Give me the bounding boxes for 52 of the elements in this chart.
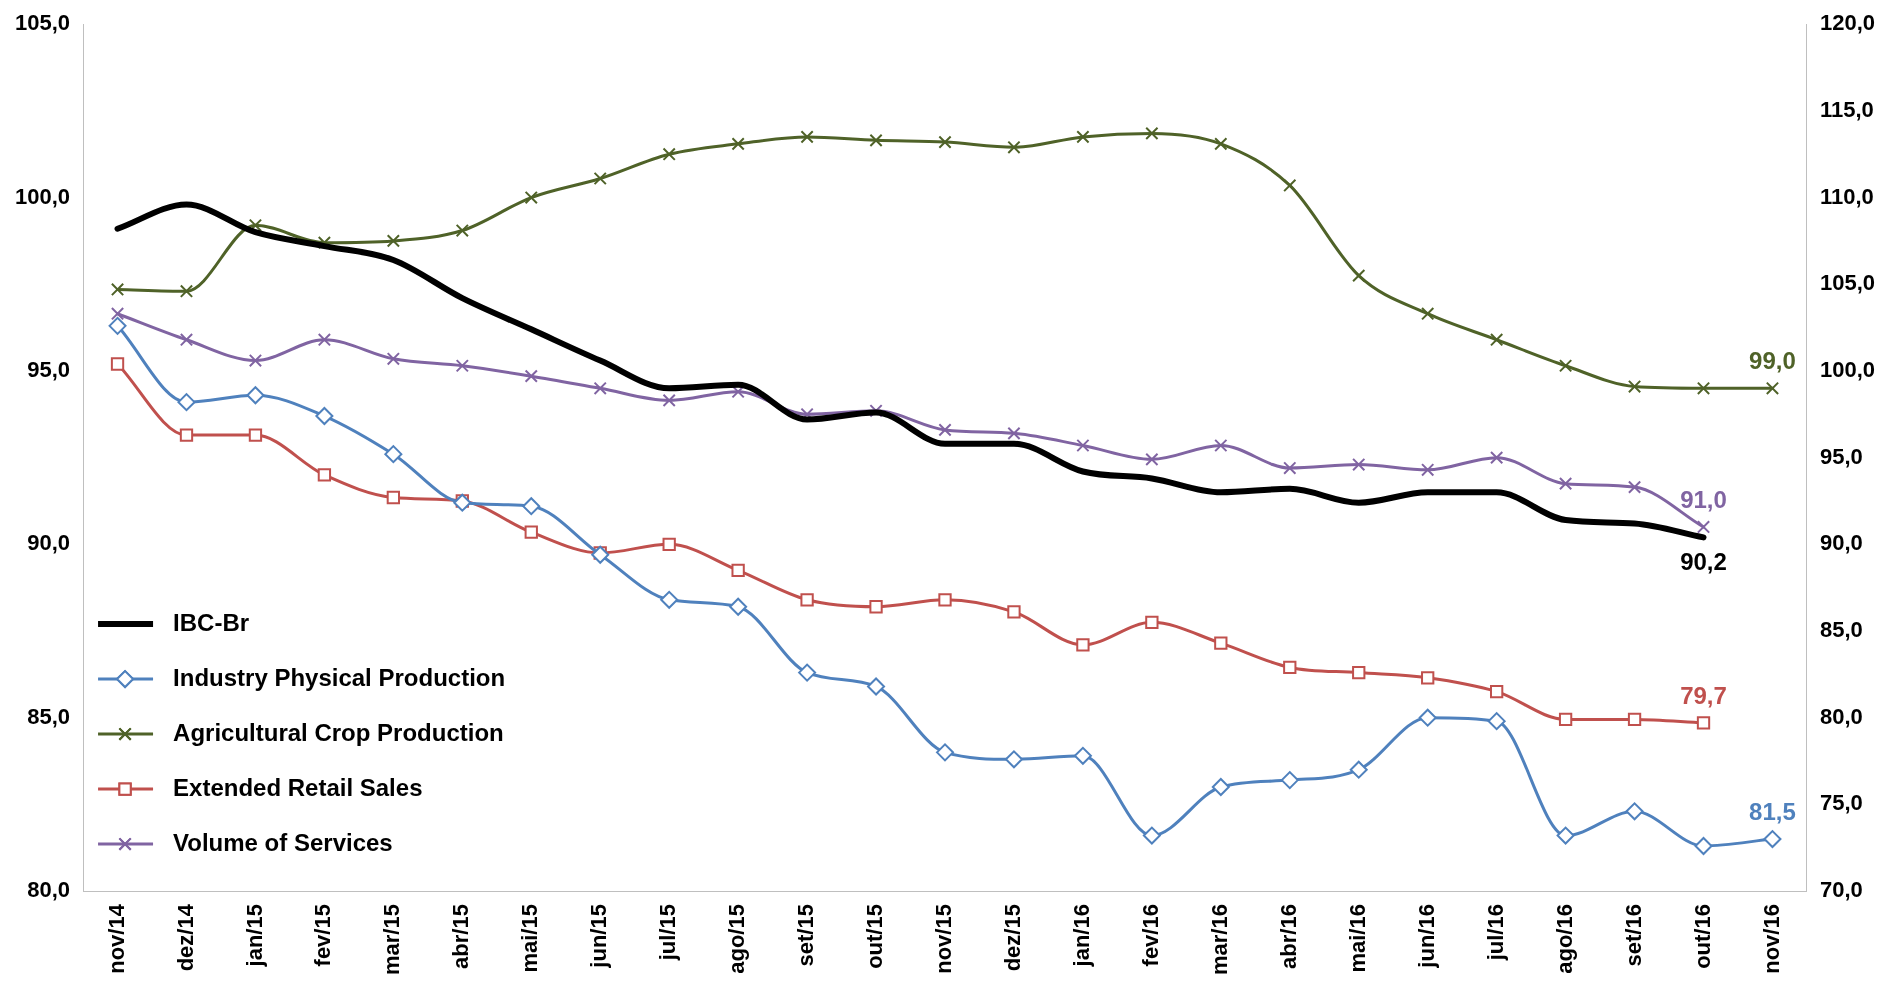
x-tick-label: ago/16 (1551, 904, 1577, 974)
y-tick-label: 105,0 (14, 10, 71, 36)
x-tick-label: fev/16 (1137, 904, 1163, 967)
y2-tick-label: 75,0 (1819, 790, 1863, 816)
x-tick-label: fev/15 (310, 904, 336, 967)
y2-tick-label: 80,0 (1819, 703, 1863, 729)
x-tick-label: nov/16 (1758, 904, 1784, 974)
y2-tick-label: 90,0 (1819, 530, 1863, 556)
data-label: 90,2 (1680, 548, 1727, 576)
y-tick-label: 80,0 (27, 877, 71, 903)
x-tick-label: out/15 (862, 904, 888, 969)
data-label: 81,5 (1749, 797, 1796, 825)
x-tick-label: jan/15 (241, 904, 267, 968)
x-tick-label: mar/16 (1206, 904, 1232, 976)
x-tick-label: abr/16 (1275, 904, 1301, 969)
y-tick-label: 85,0 (27, 703, 71, 729)
x-tick-label: set/15 (793, 904, 819, 967)
data-label: 99,0 (1749, 346, 1796, 374)
y2-tick-label: 115,0 (1819, 96, 1874, 122)
data-label: 79,7 (1680, 681, 1727, 709)
x-tick-label: jul/15 (655, 904, 681, 962)
legend-label: Volume of Services (173, 828, 393, 856)
x-tick-label: mai/15 (517, 904, 543, 973)
legend-label: Agricultural Crop Production (173, 718, 504, 746)
data-label: 91,0 (1680, 485, 1727, 513)
x-tick-label: jan/16 (1068, 904, 1094, 968)
x-tick-label: nov/14 (103, 903, 129, 974)
y2-tick-label: 70,0 (1819, 877, 1863, 903)
y-tick-label: 90,0 (27, 530, 71, 556)
y2-tick-label: 95,0 (1819, 443, 1863, 469)
y2-tick-label: 105,0 (1819, 270, 1876, 296)
x-tick-label: dez/15 (1000, 904, 1026, 972)
x-tick-label: jul/16 (1482, 904, 1508, 962)
x-tick-label: ago/15 (724, 904, 750, 974)
x-tick-label: dez/14 (172, 903, 198, 972)
y-tick-label: 95,0 (27, 357, 71, 383)
y2-tick-label: 110,0 (1819, 183, 1874, 209)
y2-tick-label: 85,0 (1819, 617, 1863, 643)
legend-label: Extended Retail Sales (173, 773, 423, 801)
x-tick-label: jun/16 (1413, 904, 1439, 969)
legend-label: IBC-Br (173, 608, 250, 636)
x-tick-label: set/16 (1620, 904, 1646, 967)
x-tick-label: mai/16 (1344, 904, 1370, 973)
legend-label: Industry Physical Production (173, 663, 506, 691)
y2-tick-label: 100,0 (1819, 357, 1876, 383)
x-tick-label: nov/15 (931, 904, 957, 974)
x-tick-label: mar/15 (379, 904, 405, 976)
x-tick-label: out/16 (1689, 904, 1715, 969)
x-tick-label: abr/15 (448, 904, 474, 969)
y-tick-label: 100,0 (14, 183, 71, 209)
y2-tick-label: 120,0 (1819, 10, 1876, 36)
x-tick-label: jun/15 (586, 904, 612, 969)
